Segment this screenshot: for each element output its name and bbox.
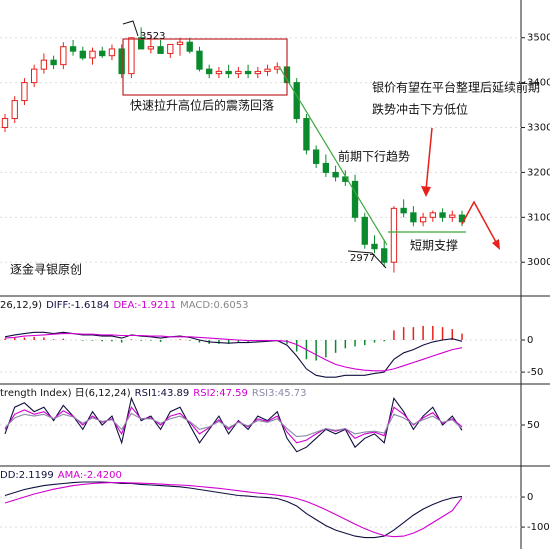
candle-body bbox=[69, 46, 77, 52]
arrow-head bbox=[421, 186, 431, 197]
candle-body bbox=[381, 248, 388, 263]
candle-body bbox=[11, 100, 18, 120]
annotation: 银价有望在平台整理后延续前期 bbox=[372, 80, 540, 95]
series-line bbox=[4, 481, 463, 539]
candle-body bbox=[167, 43, 174, 54]
arrow bbox=[461, 200, 498, 245]
annotation: 跌势冲击下方低位 bbox=[372, 102, 468, 117]
pointer bbox=[122, 20, 139, 37]
candle-body bbox=[225, 70, 232, 75]
candle-body bbox=[206, 68, 213, 75]
candle-body bbox=[108, 48, 116, 57]
candle-body bbox=[254, 70, 261, 75]
candle-body bbox=[371, 243, 378, 250]
candle-body bbox=[439, 212, 446, 218]
y-tick-label: 50 bbox=[527, 420, 540, 431]
legend-entry: RSI3:45.73 bbox=[252, 388, 307, 399]
y-tick-label: 0 bbox=[527, 492, 533, 503]
series-line bbox=[4, 333, 463, 372]
candle-body bbox=[410, 212, 417, 223]
candle-body bbox=[235, 70, 242, 75]
annotations: 3523 快速拉升高位后的震荡回落 前期下行趋势 银价有望在平台整理后延续前期 … bbox=[10, 20, 540, 277]
candle-body bbox=[40, 59, 48, 70]
low-label: 2977 bbox=[350, 253, 375, 264]
candle-body bbox=[30, 68, 38, 84]
candle-body bbox=[332, 171, 339, 178]
candle-body bbox=[50, 59, 57, 66]
candle-body bbox=[322, 162, 330, 173]
arrow-head bbox=[492, 239, 500, 250]
legend-entry: trength Index) 日(6,12,24) bbox=[0, 388, 131, 399]
high-label: 3523 bbox=[140, 31, 165, 42]
y-tick-label: 3400 bbox=[527, 78, 550, 89]
series-line bbox=[4, 412, 463, 438]
legend-entry: MACD:0.6053 bbox=[180, 300, 248, 311]
highlight-box bbox=[122, 38, 288, 96]
candle-body bbox=[244, 70, 252, 75]
candle-body bbox=[449, 214, 456, 218]
candle-body bbox=[351, 180, 359, 218]
annotation: 短期支撑 bbox=[410, 238, 458, 253]
legend-entry: RSI1:43.89 bbox=[135, 388, 190, 399]
candle-body bbox=[60, 46, 67, 66]
candle-body bbox=[21, 82, 28, 102]
legend-entry: 26,12,9) bbox=[0, 300, 42, 311]
candle-body bbox=[303, 118, 310, 151]
candle-body bbox=[419, 216, 427, 223]
y-tick-label: -100 bbox=[527, 522, 550, 533]
y-tick-label: 3000 bbox=[527, 257, 550, 268]
candle-body bbox=[361, 216, 368, 245]
candle-body bbox=[390, 207, 398, 263]
trend-line bbox=[279, 67, 388, 246]
candle-body bbox=[274, 66, 281, 70]
annotation: 快速拉升高位后的震荡回落 bbox=[130, 98, 274, 113]
candle-body bbox=[118, 48, 125, 75]
candle-body bbox=[147, 46, 155, 50]
y-tick-label: 3200 bbox=[527, 167, 550, 178]
y-tick-label: 3300 bbox=[527, 123, 550, 134]
arrow bbox=[425, 127, 433, 191]
y-tick-label: 3100 bbox=[527, 212, 550, 223]
legend-entry: DIFF:-1.6184 bbox=[46, 300, 109, 311]
watermark: 逐金寻银原创 bbox=[10, 262, 82, 277]
candle-body bbox=[128, 37, 135, 75]
y-tick-label: -50 bbox=[527, 367, 543, 378]
annotation: 前期下行趋势 bbox=[338, 149, 410, 164]
pointer bbox=[347, 250, 387, 269]
candle-body bbox=[196, 50, 203, 70]
candle-body bbox=[264, 68, 271, 72]
candle-body bbox=[312, 149, 320, 164]
legend-entry: RSI2:47.59 bbox=[193, 388, 248, 399]
legend-entry: AMA:-2.4200 bbox=[58, 470, 122, 481]
y-tick-label: 0 bbox=[527, 335, 533, 346]
legend-entry: DD:2.1199 bbox=[0, 470, 54, 481]
candle-body bbox=[157, 46, 164, 54]
legend-entry: DEA:-1.9211 bbox=[113, 300, 176, 311]
candle-body bbox=[1, 118, 9, 129]
series-line bbox=[4, 396, 463, 453]
candle-body bbox=[79, 50, 86, 59]
candle-body bbox=[215, 70, 223, 75]
y-tick-label: 3500 bbox=[527, 33, 550, 44]
candle-body bbox=[429, 212, 437, 218]
candle-body bbox=[400, 207, 407, 214]
candle-body bbox=[99, 50, 106, 57]
candle-body bbox=[89, 50, 96, 59]
series-line bbox=[4, 482, 463, 538]
candle-body bbox=[137, 37, 145, 50]
candle-body bbox=[176, 41, 184, 45]
candle-body bbox=[186, 41, 193, 52]
candle-body bbox=[293, 82, 300, 120]
